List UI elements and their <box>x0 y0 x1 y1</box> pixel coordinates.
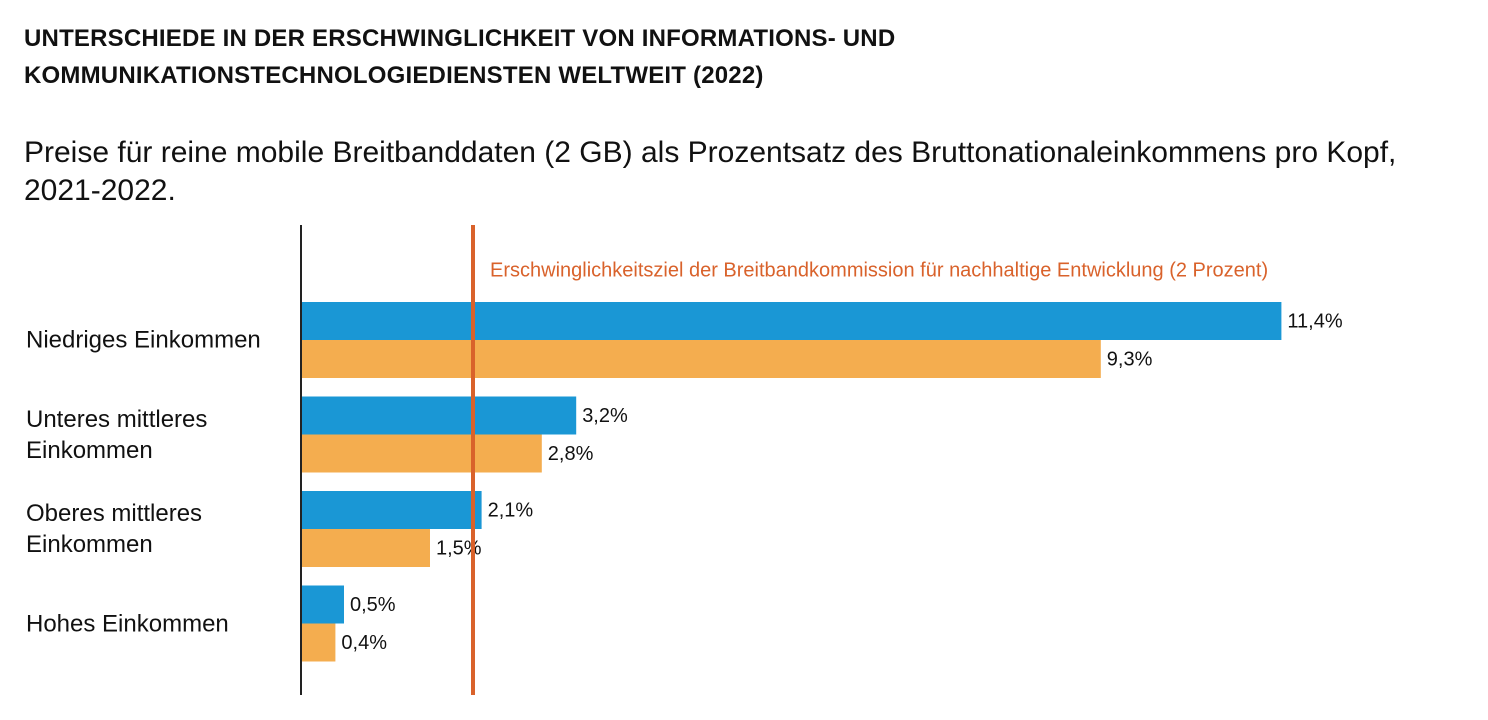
chart-title: UNTERSCHIEDE IN DER ERSCHWINGLICHKEIT VO… <box>24 25 896 89</box>
value-label: 9,3% <box>1107 348 1153 370</box>
category-label: Niedriges Einkommen <box>26 326 261 354</box>
bar <box>301 340 1101 378</box>
bar <box>301 491 482 529</box>
category-label: Unteres mittleres Einkommen <box>26 405 208 464</box>
value-label: 0,4% <box>341 632 387 654</box>
value-label: 11,4% <box>1287 310 1342 332</box>
value-label: 3,2% <box>582 405 628 427</box>
category-label: Oberes mittleres Einkommen <box>26 500 203 558</box>
bar <box>301 623 336 662</box>
category-label: Hohes Einkommen <box>26 610 229 637</box>
chart-subtitle: Preise für reine mobile Breitbanddaten (… <box>24 136 1397 207</box>
bar <box>301 396 577 435</box>
value-label: 2,8% <box>548 443 594 465</box>
value-label: 2,1% <box>488 499 534 521</box>
bar <box>301 302 1282 340</box>
bar <box>301 434 542 473</box>
bar <box>301 585 344 624</box>
reference-label: Erschwinglichkeitsziel der Breitbandkomm… <box>490 259 1268 281</box>
value-label: 0,5% <box>350 594 396 616</box>
value-label: 1,5% <box>436 537 482 559</box>
bar <box>301 529 430 567</box>
